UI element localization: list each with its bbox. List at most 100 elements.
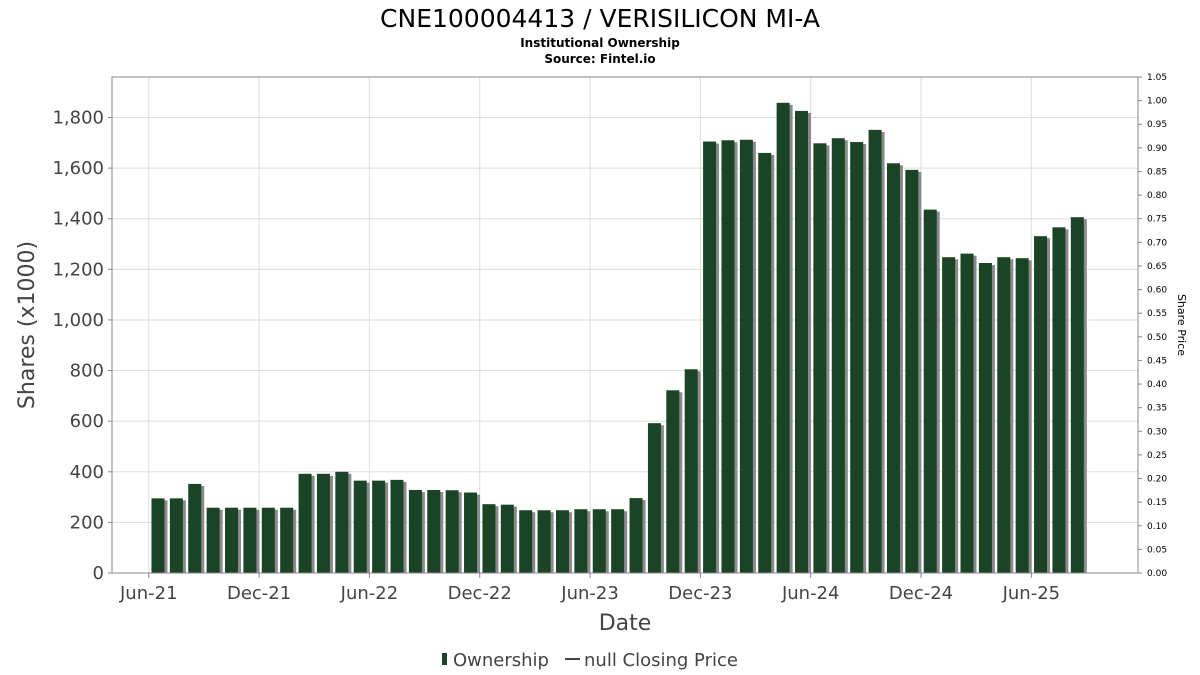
- ownership-bar: [188, 483, 202, 573]
- right-tick-label: 1.00: [1147, 97, 1167, 107]
- right-tick-label: 0.40: [1147, 380, 1167, 390]
- ownership-bar: [905, 169, 919, 573]
- y-tick-label: 1,400: [52, 209, 104, 230]
- ownership-bar: [555, 510, 569, 573]
- ownership-bar: [169, 498, 183, 573]
- right-tick-label: 0.60: [1147, 286, 1167, 296]
- ownership-bar: [225, 507, 239, 573]
- x-tick-label: Jun-24: [781, 583, 840, 604]
- right-tick-label: 0.75: [1147, 215, 1167, 225]
- right-tick-label: 0.85: [1147, 167, 1167, 177]
- chart-subtitle: Institutional Ownership: [520, 36, 680, 50]
- x-tick-label: Dec-22: [448, 583, 512, 604]
- right-tick-label: 0.90: [1147, 144, 1167, 154]
- ownership-bar: [574, 509, 588, 573]
- right-tick-label: 0.30: [1147, 427, 1167, 437]
- right-axis-label: Share Price: [1175, 294, 1188, 356]
- right-tick-label: 0.65: [1147, 262, 1167, 272]
- ownership-bar: [243, 507, 257, 573]
- ownership-bar: [942, 257, 956, 573]
- right-tick-label: 0.05: [1147, 545, 1167, 555]
- right-tick-label: 0.35: [1147, 404, 1167, 414]
- ownership-bar: [592, 509, 606, 573]
- right-tick-label: 0.45: [1147, 356, 1167, 366]
- ownership-bar: [482, 504, 496, 573]
- ownership-bar: [445, 490, 459, 573]
- ownership-bar: [353, 480, 367, 573]
- ownership-bar: [427, 489, 441, 573]
- right-tick-label: 0.10: [1147, 522, 1167, 532]
- ownership-bar: [151, 498, 165, 573]
- right-tick-label: 0.50: [1147, 333, 1167, 343]
- ownership-bar: [886, 163, 900, 573]
- right-tick-label: 0.80: [1147, 191, 1167, 201]
- ownership-bar: [997, 257, 1011, 573]
- ownership-bar: [1052, 227, 1066, 574]
- ownership-bar: [335, 471, 349, 573]
- ownership-bar: [684, 369, 698, 573]
- x-tick-label: Jun-25: [1002, 583, 1061, 604]
- ownership-bar: [500, 504, 514, 573]
- right-tick-label: 0.55: [1147, 309, 1167, 319]
- y-tick-label: 1,800: [52, 107, 104, 128]
- ownership-bar: [721, 140, 735, 573]
- x-tick-label: Dec-21: [227, 583, 291, 604]
- ownership-bar: [316, 473, 330, 573]
- x-tick-label: Jun-23: [560, 583, 619, 604]
- y-tick-label: 1,600: [52, 158, 104, 179]
- x-tick-label: Dec-23: [668, 583, 732, 604]
- legend-ownership-swatch: [442, 653, 447, 665]
- right-axis-ticks: 0.00 0.05 0.10 0.15 0.20 0.25 0.30 0.35 0.40 0.45…: [1138, 73, 1167, 579]
- right-tick-label: 0.00: [1147, 569, 1167, 579]
- ownership-bar: [611, 509, 625, 573]
- ownership-bar: [298, 473, 312, 573]
- ownership-bar: [776, 102, 790, 573]
- ownership-bar: [464, 492, 478, 573]
- ownership-bar: [647, 423, 661, 573]
- chart-title: CNE100004413 / VERISILICON MI-A: [380, 4, 820, 33]
- ownership-bar: [280, 507, 294, 573]
- y-tick-label: 1,000: [52, 310, 104, 331]
- ownership-bar: [813, 143, 827, 573]
- x-tick-label: Dec-24: [889, 583, 953, 604]
- right-tick-label: 0.70: [1147, 238, 1167, 248]
- y-axis-label: Shares (x1000): [15, 241, 40, 409]
- ownership-bar: [372, 480, 386, 573]
- right-tick-label: 0.15: [1147, 498, 1167, 508]
- legend-price-label: null Closing Price: [584, 650, 738, 671]
- ownership-bar: [758, 152, 772, 573]
- y-tick-label: 0: [93, 563, 104, 584]
- y-tick-label: 800: [70, 361, 104, 382]
- bars-group: [112, 102, 1138, 574]
- ownership-bar: [703, 141, 717, 573]
- x-axis-ticks: Jun-21 Dec-21 Jun-22 Dec-22 Jun-23 Dec-23 Jun-…: [119, 573, 1060, 604]
- y-tick-label: 1,200: [52, 259, 104, 280]
- ownership-bar: [666, 390, 680, 573]
- ownership-bar: [629, 498, 643, 573]
- right-tick-label: 0.95: [1147, 120, 1167, 130]
- ownership-bar: [519, 510, 533, 573]
- y-tick-label: 200: [70, 512, 104, 533]
- ownership-bar: [537, 510, 551, 573]
- ownership-bar: [739, 139, 753, 573]
- ownership-bar: [978, 263, 992, 573]
- x-tick-label: Jun-22: [340, 583, 399, 604]
- right-tick-label: 0.25: [1147, 451, 1167, 461]
- ownership-bar: [795, 110, 809, 573]
- right-tick-label: 0.20: [1147, 475, 1167, 485]
- ownership-bar: [850, 142, 864, 573]
- ownership-bar: [206, 507, 220, 573]
- ownership-bar: [868, 129, 882, 573]
- x-tick-label: Jun-21: [119, 583, 178, 604]
- ownership-bar: [390, 479, 404, 573]
- ownership-bar: [923, 209, 937, 574]
- chart-source: Source: Fintel.io: [544, 52, 655, 66]
- legend-ownership-label: Ownership: [453, 650, 549, 671]
- ownership-bar: [1034, 236, 1048, 573]
- y-tick-label: 600: [70, 411, 104, 432]
- ownership-bar: [1015, 258, 1029, 573]
- ownership-bar: [408, 489, 422, 573]
- x-axis-label: Date: [599, 611, 652, 636]
- y-tick-label: 400: [70, 462, 104, 483]
